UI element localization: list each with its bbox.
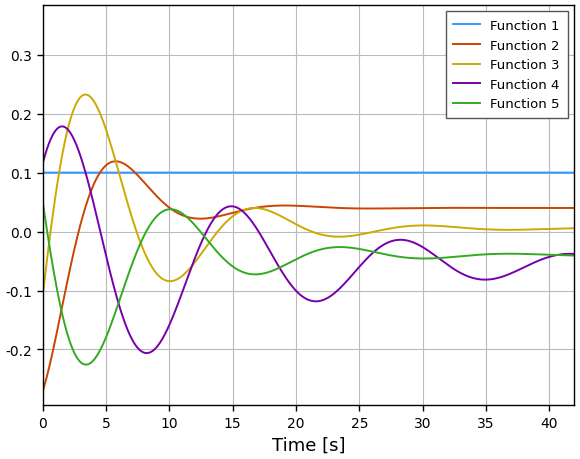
- Function 4: [39, 161, 46, 166]
- Function 1: [267, 170, 274, 176]
- Function 3: [292, 222, 299, 227]
- Function 2: [39, 388, 46, 394]
- Function 3: [554, 226, 561, 232]
- Function 4: [426, 249, 433, 255]
- Function 3: [571, 226, 578, 231]
- Function 4: [263, 243, 270, 248]
- Function 3: [267, 209, 274, 215]
- Line: Function 3: Function 3: [43, 95, 574, 295]
- Function 1: [571, 170, 578, 176]
- Function 1: [528, 170, 535, 176]
- Function 5: [528, 252, 535, 257]
- Function 4: [143, 351, 150, 356]
- Function 4: [292, 288, 299, 294]
- Function 5: [571, 253, 578, 259]
- Function 1: [554, 170, 561, 176]
- Function 2: [112, 159, 119, 165]
- Function 3: [39, 292, 46, 298]
- Function 2: [267, 204, 274, 209]
- Function 2: [426, 206, 433, 211]
- Function 5: [267, 269, 274, 274]
- Function 5: [82, 362, 89, 368]
- Legend: Function 1, Function 2, Function 3, Function 4, Function 5: Function 1, Function 2, Function 3, Func…: [445, 12, 568, 119]
- Function 5: [39, 201, 46, 206]
- Function 3: [426, 223, 433, 229]
- Function 5: [554, 253, 561, 258]
- Function 4: [59, 124, 66, 130]
- Function 3: [82, 93, 89, 98]
- Function 1: [426, 170, 433, 176]
- Function 2: [528, 206, 535, 211]
- Function 5: [426, 256, 433, 262]
- Function 2: [571, 206, 578, 211]
- Function 4: [528, 261, 535, 267]
- Function 3: [263, 207, 270, 213]
- Function 2: [292, 203, 299, 209]
- Line: Function 2: Function 2: [43, 162, 574, 391]
- X-axis label: Time [s]: Time [s]: [272, 436, 346, 453]
- Function 5: [292, 257, 299, 263]
- Function 1: [39, 170, 46, 176]
- Function 4: [571, 252, 578, 257]
- Function 2: [554, 206, 561, 211]
- Function 3: [528, 227, 535, 233]
- Line: Function 4: Function 4: [43, 127, 574, 353]
- Function 4: [267, 250, 274, 256]
- Function 2: [263, 204, 270, 210]
- Function 1: [263, 170, 270, 176]
- Function 5: [263, 270, 270, 276]
- Function 1: [292, 170, 299, 176]
- Line: Function 5: Function 5: [43, 203, 574, 365]
- Function 4: [555, 252, 562, 258]
